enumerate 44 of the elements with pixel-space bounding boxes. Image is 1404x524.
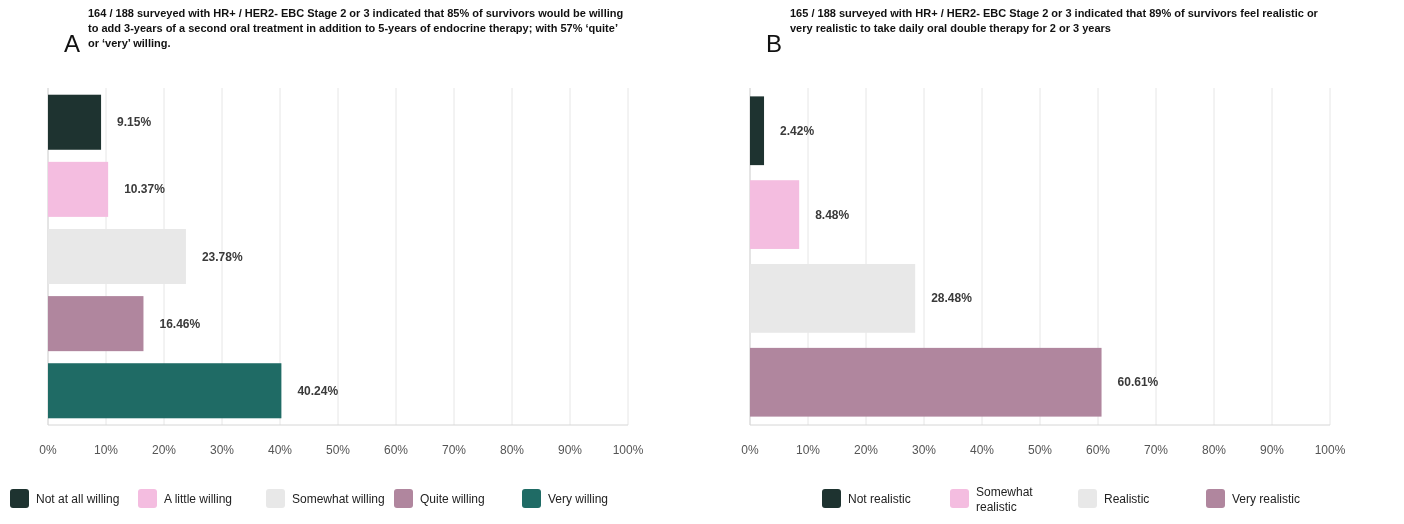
x-tick-label: 30% — [911, 443, 937, 457]
data-label: 16.46% — [159, 316, 201, 331]
x-tick-label: 20% — [853, 443, 879, 457]
chart-title: B — [766, 30, 783, 57]
legend-label: Not at all willing — [36, 492, 120, 506]
legend-label: Somewhat willing — [292, 492, 385, 506]
x-tick-label: 80% — [1201, 443, 1227, 457]
chart-title: A — [64, 30, 81, 57]
legend-label: Somewhat realistic — [976, 485, 1034, 514]
x-tick-label: 80% — [499, 443, 525, 457]
legend-label: A little willing — [164, 492, 233, 506]
legend-label: Very willing — [548, 492, 609, 506]
x-tick-label: 60% — [383, 443, 409, 457]
x-tick-label: 100% — [1314, 443, 1346, 457]
legend-label: Quite willing — [420, 492, 485, 506]
x-tick-label: 0% — [39, 443, 57, 457]
legend-label: Not realistic — [848, 492, 911, 506]
x-tick-label: 40% — [267, 443, 293, 457]
chart-subtitle: 165 / 188 surveyed with HR+ / HER2- EBC Stage 2 or 3 indicated that 89% of survivors feel realistic or very realistic to take daily oral double therapy for 2 or 3 years — [790, 7, 1319, 34]
data-label: 40.24% — [297, 383, 339, 398]
x-tick-label: 30% — [209, 443, 235, 457]
chart-subtitle: 164 / 188 surveyed with HR+ / HER2- EBC Stage 2 or 3 indicated that 85% of survivors would be willing to add 3-years of a second oral treatment in addition to 5-years of endocrine therapy; with 57% ‘quite’ or ‘very’ willing. — [88, 7, 624, 49]
data-label: 9.15% — [117, 115, 152, 130]
data-label: 28.48% — [931, 291, 973, 306]
x-tick-label: 10% — [93, 443, 119, 457]
data-label: 10.37% — [124, 182, 166, 197]
x-tick-label: 50% — [1027, 443, 1053, 457]
x-tick-label: 90% — [1259, 443, 1285, 457]
x-tick-label: 60% — [1085, 443, 1111, 457]
x-tick-label: 40% — [969, 443, 995, 457]
x-tick-label: 0% — [741, 443, 759, 457]
data-label: 2.42% — [780, 123, 815, 138]
data-label: 8.48% — [815, 207, 850, 222]
x-tick-label: 70% — [441, 443, 467, 457]
data-label: 23.78% — [201, 249, 243, 264]
legend-label: Very realistic — [1232, 492, 1301, 506]
x-tick-label: 10% — [795, 443, 821, 457]
x-tick-label: 90% — [557, 443, 583, 457]
legend-label: Realistic — [1104, 492, 1150, 506]
x-tick-label: 20% — [151, 443, 177, 457]
x-tick-label: 100% — [612, 443, 644, 457]
data-label: 60.61% — [1117, 375, 1159, 390]
x-tick-label: 70% — [1143, 443, 1169, 457]
x-tick-label: 50% — [325, 443, 351, 457]
